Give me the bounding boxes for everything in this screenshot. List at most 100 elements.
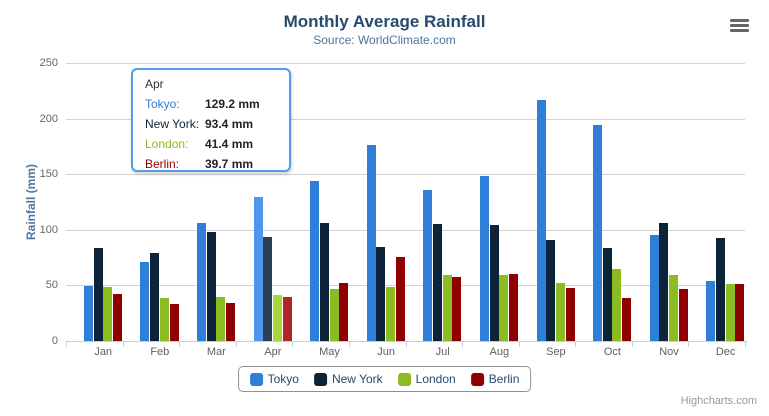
bar-berlin-jul[interactable] bbox=[452, 277, 462, 341]
x-axis-label-aug: Aug bbox=[489, 346, 510, 358]
chart-subtitle: Source: WorldClimate.com bbox=[313, 33, 456, 47]
bar-berlin-jun[interactable] bbox=[395, 257, 405, 341]
bar-berlin-sep[interactable] bbox=[565, 288, 575, 341]
y-axis-tick-label: 0 bbox=[51, 335, 58, 347]
bar-new-york-aug[interactable] bbox=[489, 225, 499, 341]
bar-london-dec[interactable] bbox=[725, 284, 735, 341]
bar-tokyo-feb[interactable] bbox=[140, 261, 150, 341]
legend-item-label: Berlin bbox=[488, 372, 520, 386]
y-gridline bbox=[66, 119, 745, 120]
bar-berlin-may[interactable] bbox=[339, 282, 349, 341]
bar-london-feb[interactable] bbox=[159, 297, 169, 341]
bar-tokyo-nov[interactable] bbox=[649, 234, 659, 341]
x-axis-label-jan: Jan bbox=[94, 346, 113, 358]
y-gridline bbox=[66, 174, 745, 175]
y-axis-tick-label: 200 bbox=[39, 113, 58, 125]
legend-item-tokyo[interactable]: Tokyo bbox=[249, 372, 299, 386]
x-axis-tick bbox=[236, 342, 237, 347]
tooltip-series-value: 129.2 mm bbox=[205, 97, 260, 111]
bar-new-york-mar[interactable] bbox=[206, 231, 216, 341]
credits-link[interactable]: Highcharts.com bbox=[680, 395, 757, 407]
legend-swatch-icon bbox=[313, 372, 327, 386]
bar-tokyo-jan[interactable] bbox=[83, 285, 93, 341]
bar-london-nov[interactable] bbox=[669, 275, 678, 341]
tooltip-series-label: Berlin: bbox=[145, 157, 180, 171]
bar-tokyo-jun[interactable] bbox=[366, 145, 376, 341]
x-axis-label-may: May bbox=[319, 346, 340, 358]
y-gridline bbox=[66, 230, 745, 231]
bar-new-york-jan[interactable] bbox=[93, 248, 103, 341]
y-gridline bbox=[66, 285, 745, 286]
legend-item-label: Tokyo bbox=[267, 372, 299, 386]
tooltip-series-value: 41.4 mm bbox=[205, 137, 254, 151]
bar-tokyo-may[interactable] bbox=[310, 180, 320, 341]
x-axis-label-nov: Nov bbox=[659, 346, 679, 358]
bar-london-oct[interactable] bbox=[612, 268, 622, 341]
x-axis-label-mar: Mar bbox=[206, 346, 226, 358]
y-gridline bbox=[66, 63, 745, 64]
bar-berlin-apr[interactable] bbox=[282, 296, 292, 341]
x-axis-label-dec: Dec bbox=[715, 346, 736, 358]
bar-london-apr[interactable] bbox=[272, 295, 282, 341]
bar-new-york-feb[interactable] bbox=[150, 253, 160, 341]
bar-new-york-may[interactable] bbox=[319, 223, 329, 341]
legend-item-label: London bbox=[415, 372, 456, 386]
bar-berlin-aug[interactable] bbox=[509, 273, 518, 341]
tooltip-series-value: 39.7 mm bbox=[205, 157, 254, 171]
bar-london-mar[interactable] bbox=[216, 297, 226, 341]
bar-london-jun[interactable] bbox=[386, 287, 396, 341]
bar-new-york-dec[interactable] bbox=[715, 238, 725, 341]
tooltip-series-value: 93.4 mm bbox=[205, 117, 254, 131]
bar-london-sep[interactable] bbox=[555, 282, 565, 341]
legend-item-new-york[interactable]: New York bbox=[313, 372, 383, 386]
x-axis-tick bbox=[66, 342, 67, 347]
bar-berlin-feb[interactable] bbox=[169, 304, 179, 341]
x-axis-line bbox=[66, 341, 748, 342]
bar-tokyo-aug[interactable] bbox=[479, 175, 489, 341]
y-axis-tick-label: 100 bbox=[39, 224, 58, 236]
hamburger-icon bbox=[730, 19, 749, 22]
legend-item-label: New York bbox=[331, 372, 383, 386]
bar-new-york-nov[interactable] bbox=[659, 222, 669, 341]
legend: Tokyo New York London Berlin bbox=[237, 366, 532, 392]
export-menu-button[interactable] bbox=[729, 16, 750, 32]
legend-swatch-icon bbox=[249, 372, 263, 386]
tooltip-series-label: New York: bbox=[145, 117, 200, 131]
y-axis-tick-label: 250 bbox=[39, 57, 58, 69]
bar-tokyo-jul[interactable] bbox=[423, 190, 433, 341]
bar-new-york-apr[interactable] bbox=[263, 237, 273, 341]
bar-london-jul[interactable] bbox=[442, 275, 452, 341]
legend-item-berlin[interactable]: Berlin bbox=[470, 372, 520, 386]
x-axis-label-oct: Oct bbox=[603, 346, 621, 358]
bar-new-york-jun[interactable] bbox=[376, 247, 386, 341]
bar-tokyo-apr[interactable] bbox=[253, 197, 263, 341]
bar-berlin-nov[interactable] bbox=[678, 289, 688, 341]
bar-london-jan[interactable] bbox=[103, 286, 113, 341]
x-axis-tick bbox=[292, 342, 293, 347]
bar-london-aug[interactable] bbox=[499, 274, 509, 341]
x-axis-tick bbox=[575, 342, 576, 347]
bar-london-may[interactable] bbox=[329, 288, 339, 341]
bar-tokyo-dec[interactable] bbox=[706, 280, 716, 341]
x-axis-tick bbox=[123, 342, 124, 347]
bar-new-york-jul[interactable] bbox=[433, 224, 442, 341]
y-axis-tick-label: 50 bbox=[45, 279, 58, 291]
bar-tokyo-mar[interactable] bbox=[196, 222, 206, 341]
bar-new-york-sep[interactable] bbox=[546, 239, 556, 341]
bar-berlin-jan[interactable] bbox=[112, 293, 122, 341]
bar-new-york-oct[interactable] bbox=[602, 248, 612, 341]
hamburger-icon bbox=[730, 24, 749, 27]
bar-berlin-oct[interactable] bbox=[622, 297, 632, 341]
x-axis-tick bbox=[688, 342, 689, 347]
legend-swatch-icon bbox=[397, 372, 411, 386]
bar-berlin-mar[interactable] bbox=[226, 302, 236, 341]
legend-item-london[interactable]: London bbox=[397, 372, 456, 386]
tooltip-row-new-york: New York: 93.4 mm bbox=[145, 114, 277, 134]
tooltip-row-berlin: Berlin: 39.7 mm bbox=[145, 154, 277, 174]
bar-tokyo-oct[interactable] bbox=[593, 125, 602, 341]
bar-tokyo-sep[interactable] bbox=[536, 100, 546, 341]
chart-title: Monthly Average Rainfall bbox=[283, 12, 486, 31]
y-axis-tick-label: 150 bbox=[39, 168, 58, 180]
bar-berlin-dec[interactable] bbox=[735, 284, 745, 341]
